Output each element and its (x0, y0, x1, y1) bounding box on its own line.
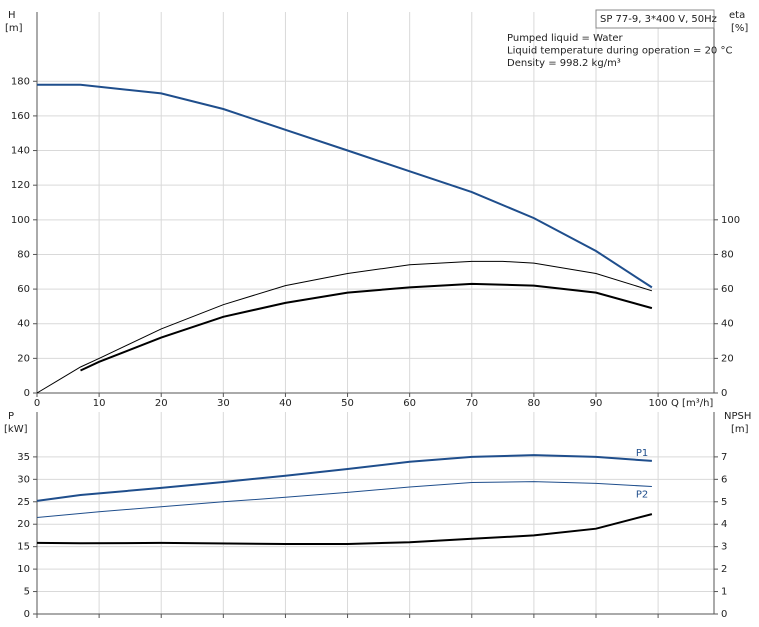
subtitle: SP 77-9, 3*400 V, 50Hz (600, 14, 717, 25)
x-tick-label: 70 (465, 398, 478, 409)
y2-tick-label: 0 (721, 388, 727, 399)
x-tick-label: 50 (341, 398, 354, 409)
y-tick-label: 35 (17, 452, 30, 463)
y-tick-label: 20 (17, 519, 30, 530)
y2-axis-unit: [%] (731, 23, 748, 34)
curve (36, 260, 653, 394)
y-tick-label: 40 (17, 319, 30, 330)
y2-tick-label: 6 (721, 474, 727, 485)
y-tick-label: 100 (11, 215, 30, 226)
y2-tick-label: 80 (721, 249, 734, 260)
y-tick-label: 25 (17, 497, 30, 508)
y-tick-label: 160 (11, 111, 30, 122)
x-axis-label: Q [m³/h] (671, 398, 713, 409)
series-label: P1 (636, 448, 648, 459)
y-tick-label: 0 (24, 388, 30, 399)
y-tick-label: 5 (24, 587, 30, 598)
x-tick-label: 90 (590, 398, 603, 409)
annotation: Liquid temperature during operation = 20… (507, 46, 732, 57)
annotation: Pumped liquid = Water (507, 33, 624, 44)
x-tick-label: 80 (528, 398, 541, 409)
curve (80, 282, 653, 372)
y2-tick-label: 40 (721, 319, 734, 330)
y-tick-label: 15 (17, 542, 30, 553)
y2-tick-label: 0 (721, 609, 727, 620)
x-tick-label: 30 (217, 398, 230, 409)
y-tick-label: 120 (11, 180, 30, 191)
y-axis-label: H (8, 10, 16, 21)
y2-tick-label: 60 (721, 284, 734, 295)
y2-tick-label: 7 (721, 452, 727, 463)
y-axis-label: P (8, 411, 14, 422)
x-tick-label: 60 (403, 398, 416, 409)
y2-tick-label: 4 (721, 519, 727, 530)
y-tick-label: 140 (11, 146, 30, 157)
y-tick-label: 20 (17, 353, 30, 364)
x-tick-label: 40 (279, 398, 292, 409)
x-tick-label: 100 (649, 398, 668, 409)
y-tick-label: 80 (17, 249, 30, 260)
info-box (595, 9, 715, 29)
y2-tick-label: 20 (721, 353, 734, 364)
y2-axis-unit: [m] (731, 424, 749, 435)
y-tick-label: 10 (17, 564, 30, 575)
curve (37, 83, 653, 289)
y-tick-label: 0 (24, 609, 30, 620)
y2-tick-label: 5 (721, 497, 727, 508)
series-label: P2 (636, 490, 648, 501)
y2-axis-label: eta (729, 10, 745, 21)
x-tick-label: 0 (34, 398, 40, 409)
x-tick-label: 10 (93, 398, 106, 409)
y2-axis-label: NPSH (724, 411, 751, 422)
y-tick-label: 180 (11, 76, 30, 87)
y-axis-unit: [kW] (4, 424, 28, 435)
y2-tick-label: 1 (721, 587, 727, 598)
y2-tick-label: 100 (721, 215, 740, 226)
curve (36, 454, 652, 502)
y2-tick-label: 2 (721, 564, 727, 575)
curve (36, 513, 653, 545)
y-axis-unit: [m] (5, 23, 23, 34)
curve (36, 481, 652, 518)
y-tick-label: 60 (17, 284, 30, 295)
x-tick-label: 20 (155, 398, 168, 409)
y2-tick-label: 3 (721, 542, 727, 553)
annotation: Density = 998.2 kg/m³ (507, 58, 621, 69)
y-tick-label: 30 (17, 474, 30, 485)
